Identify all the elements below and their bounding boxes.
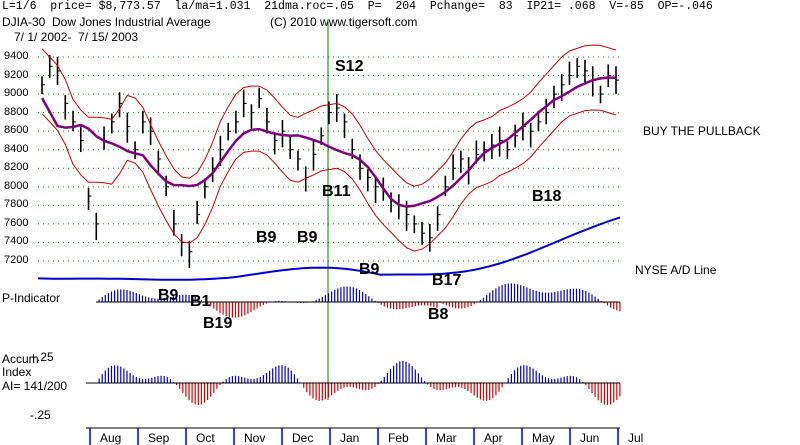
month-label: Feb: [388, 431, 409, 445]
month-label: Apr: [484, 431, 503, 445]
moving-average-line: [40, 76, 617, 208]
month-label: Nov: [244, 431, 265, 445]
signal-b11: B11: [322, 183, 351, 200]
y-tick-label: 7600: [4, 216, 29, 229]
y-tick-label: 7400: [4, 235, 29, 248]
signal-b8: B8: [428, 306, 449, 323]
y-tick-label: 8400: [4, 142, 29, 155]
y-tick-label: 8200: [4, 161, 29, 174]
y-tick-label: 8000: [4, 179, 29, 192]
nyse-ad-line-label: NYSE A/D Line: [635, 263, 717, 277]
header-copyright: (C) 2010 www.tigersoft.com: [270, 15, 418, 29]
signal-b9-mid: B9: [297, 229, 318, 246]
signal-b18: B18: [532, 188, 562, 205]
index-label: Index: [2, 365, 32, 379]
month-label: Jul: [628, 431, 643, 445]
accum-label: Accum: [2, 352, 39, 366]
signal-b19: B19: [203, 315, 233, 332]
upper-band-line: [41, 44, 617, 187]
signal-b9-sep: B9: [158, 287, 179, 304]
acc-bottom-label: -.25: [30, 408, 51, 422]
y-tick-label: 9000: [4, 87, 29, 100]
y-tick-label: 8600: [4, 124, 29, 137]
y-tick-label: 8800: [4, 105, 29, 118]
y-tick-label: 9200: [4, 68, 29, 81]
month-label: Sep: [148, 431, 170, 445]
signal-b9-left: B9: [256, 229, 277, 246]
month-label: Oct: [196, 431, 215, 445]
signal-b17: B17: [432, 272, 462, 289]
nyse-ad-line: [37, 216, 621, 281]
header-date-range: 7/ 1/ 2002- 7/ 15/ 2003: [14, 30, 139, 44]
y-tick-label: 7200: [4, 254, 29, 266]
month-label: Aug: [100, 431, 121, 445]
ai-label: AI= 141/200: [2, 379, 68, 393]
lower-band-line: [41, 109, 617, 252]
month-label: May: [532, 431, 555, 445]
signal-s12: S12: [335, 58, 364, 75]
month-label: Mar: [436, 431, 457, 445]
y-tick-label: 9400: [4, 50, 29, 62]
buy-the-pullback-label: BUY THE PULLBACK: [643, 124, 761, 138]
header-title: DJIA-30 Dow Jones Industrial Average: [2, 15, 211, 29]
p-indicator-label: P-Indicator: [2, 291, 61, 305]
y-tick-label: 7800: [4, 198, 29, 211]
month-label: Jan: [340, 431, 359, 445]
header-line1: L=1/6 price= $8,773.57 la/ma=1.031 21dma…: [2, 0, 713, 13]
month-label: Jun: [580, 431, 599, 445]
signal-b1: B1: [190, 293, 211, 310]
month-label: Dec: [292, 431, 313, 445]
signal-b9-right: B9: [359, 261, 380, 278]
acc-top-label: +.25: [30, 350, 54, 364]
